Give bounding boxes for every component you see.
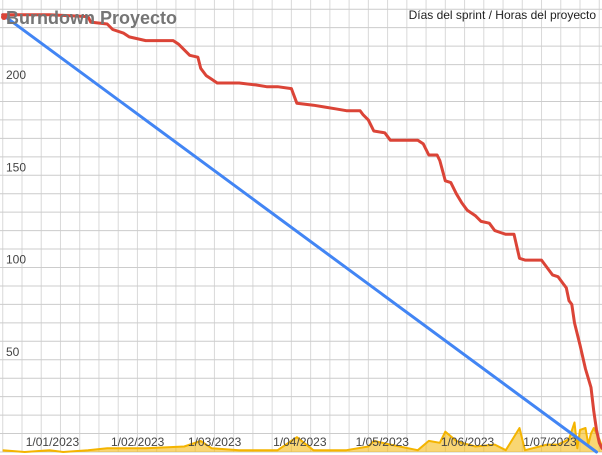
y-tick-label: 100 <box>6 253 26 267</box>
x-tick-label: 1/04/2023 <box>273 435 327 449</box>
x-tick-label: 1/02/2023 <box>111 435 165 449</box>
x-tick-label: 1/05/2023 <box>356 435 410 449</box>
daily-hours-area <box>2 422 602 452</box>
chart-title: Burndown Proyecto <box>6 8 177 28</box>
x-axis-ticks: 1/01/2023 1/02/2023 1/03/2023 1/04/2023 1/05… <box>26 435 577 449</box>
x-tick-label: 1/06/2023 <box>441 435 495 449</box>
x-tick-label: 1/03/2023 <box>188 435 242 449</box>
y-tick-label: 150 <box>6 160 26 174</box>
series-lines <box>1 13 602 454</box>
daily-hours-line <box>2 421 602 453</box>
y-axis-ticks: 50 100 150 200 <box>6 68 26 359</box>
actual-burndown-line <box>1 13 602 450</box>
chart-subtitle: Días del sprint / Horas del proyecto <box>409 8 597 22</box>
ideal-burndown-line <box>1 13 598 454</box>
title-marker-dot <box>1 14 7 20</box>
y-tick-label: 200 <box>6 68 26 82</box>
x-tick-label: 1/07/2023 <box>523 435 577 449</box>
y-tick-label: 50 <box>6 345 20 359</box>
x-tick-label: 1/01/2023 <box>26 435 80 449</box>
